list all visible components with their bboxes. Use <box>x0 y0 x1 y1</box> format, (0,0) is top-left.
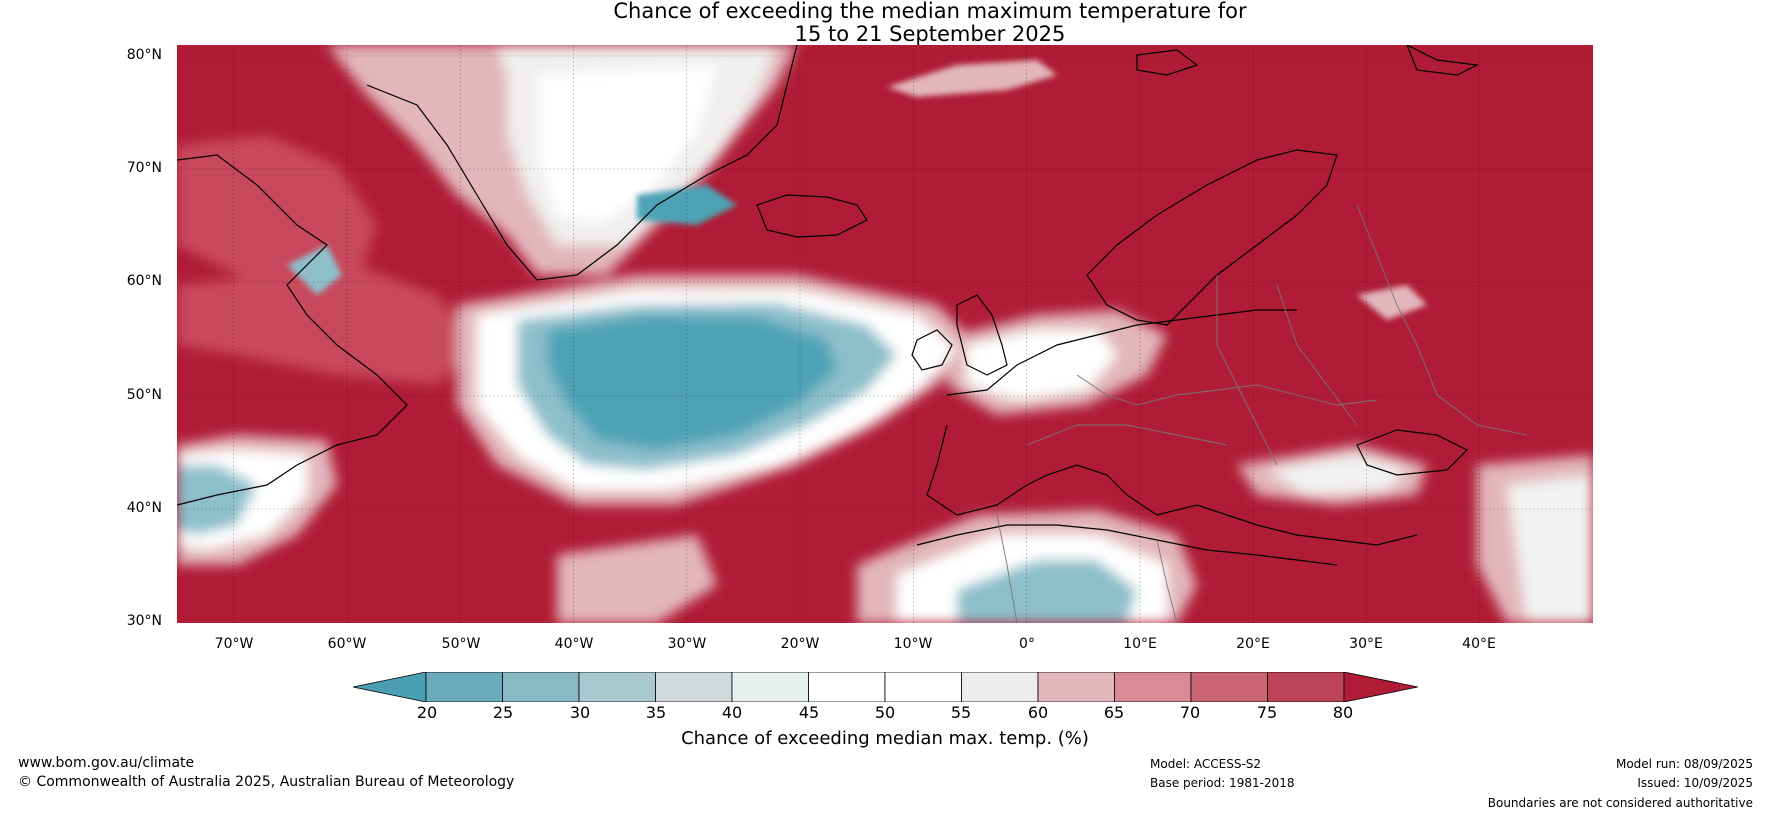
lon-label-10w: 10°W <box>893 636 933 652</box>
colorbar-tick-50: 50 <box>874 703 896 722</box>
copyright-text: © Commonwealth of Australia 2025, Austra… <box>18 774 515 790</box>
colorbar-tick-65: 65 <box>1103 703 1125 722</box>
forecast-map <box>177 45 1593 623</box>
colorbar-cell <box>1190 672 1268 702</box>
lat-label-50n: 50°N <box>126 387 162 403</box>
map-title: Chance of exceeding the median maximum t… <box>430 0 1430 46</box>
colorbar-tick-25: 25 <box>492 703 514 722</box>
lon-label-30e: 30°E <box>1349 636 1383 652</box>
model-text: Model: ACCESS-S2 <box>1150 757 1262 771</box>
colorbar-cell <box>884 672 962 702</box>
colorbar-tick-30: 30 <box>569 703 591 722</box>
lat-label-60n: 60°N <box>126 273 162 289</box>
lon-label-20e: 20°E <box>1236 636 1270 652</box>
colorbar-cell <box>808 672 886 702</box>
title-line-1: Chance of exceeding the median maximum t… <box>613 0 1247 23</box>
colorbar-cell <box>578 672 656 702</box>
lon-label-70w: 70°W <box>214 636 254 652</box>
colorbar-cell <box>1114 672 1192 702</box>
colorbar-tick-55: 55 <box>950 703 972 722</box>
colorbar-tick-35: 35 <box>645 703 667 722</box>
colorbar-cell <box>655 672 733 702</box>
colorbar-tick-80: 80 <box>1332 703 1354 722</box>
lon-label-20w: 20°W <box>780 636 820 652</box>
lon-label-40e: 40°E <box>1462 636 1496 652</box>
colorbar-tick-20: 20 <box>416 703 438 722</box>
lat-label-70n: 70°N <box>126 160 162 176</box>
lat-label-80n: 80°N <box>126 47 162 63</box>
issued-text: Issued: 10/09/2025 <box>1637 776 1753 790</box>
colorbar-cell <box>1037 672 1115 702</box>
colorbar <box>353 672 1418 702</box>
colorbar-cell <box>425 672 503 702</box>
colorbar-tick-40: 40 <box>721 703 743 722</box>
colorbar-cell <box>731 672 809 702</box>
colorbar-low-extension <box>353 672 427 702</box>
lat-label-40n: 40°N <box>126 500 162 516</box>
lon-label-60w: 60°W <box>327 636 367 652</box>
website-link[interactable]: www.bom.gov.au/climate <box>18 755 195 771</box>
lon-label-10e: 10°E <box>1123 636 1157 652</box>
lon-label-30w: 30°W <box>667 636 707 652</box>
borders <box>996 204 1528 623</box>
lat-label-30n: 30°N <box>126 613 162 629</box>
colorbar-tick-45: 45 <box>798 703 820 722</box>
colorbar-label: Chance of exceeding median max. temp. (%… <box>681 728 1089 749</box>
disclaimer-text: Boundaries are not considered authoritat… <box>1487 796 1753 810</box>
graticule <box>177 45 1593 623</box>
colorbar-tick-70: 70 <box>1179 703 1201 722</box>
colorbar-cell <box>1267 672 1345 702</box>
title-line-2: 15 to 21 September 2025 <box>794 22 1066 46</box>
lon-label-50w: 50°W <box>441 636 481 652</box>
colorbar-tick-60: 60 <box>1027 703 1049 722</box>
lon-label-0: 0° <box>1019 636 1035 652</box>
lon-label-40w: 40°W <box>554 636 594 652</box>
colorbar-cell <box>502 672 580 702</box>
colorbar-cell <box>961 672 1039 702</box>
colorbar-high-extension <box>1343 672 1418 702</box>
coastlines <box>177 45 1480 566</box>
model-run-text: Model run: 08/09/2025 <box>1615 757 1753 771</box>
base-period-text: Base period: 1981-2018 <box>1150 776 1295 790</box>
colorbar-tick-75: 75 <box>1256 703 1278 722</box>
